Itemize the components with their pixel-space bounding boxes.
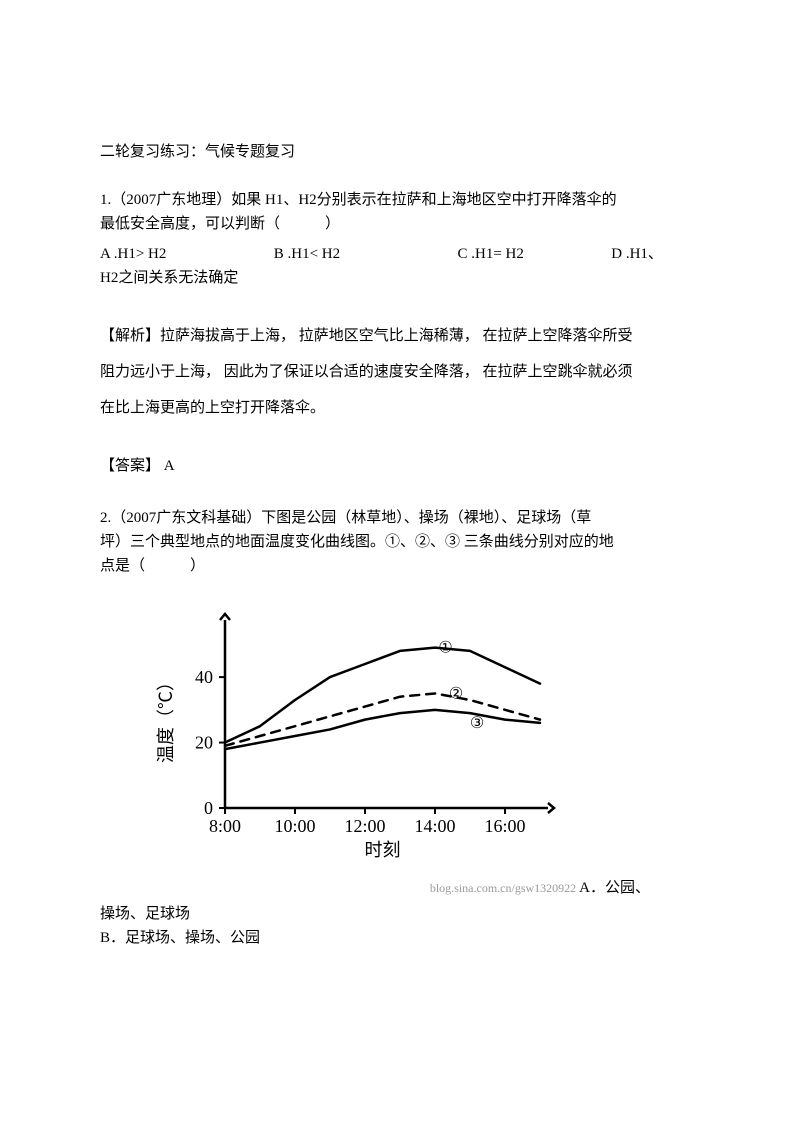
svg-text:16:00: 16:00	[484, 816, 525, 836]
q1-option-d-line2: H2之间关系无法确定	[100, 266, 700, 290]
explain-line2: 阻力远小于上海， 因此为了保证以合适的速度安全降落， 在拉萨上空跳伞就必须	[100, 354, 700, 390]
q2-option-b: B．足球场、操场、公园	[100, 926, 700, 950]
explain-line3: 在比上海更高的上空打开降落伞。	[100, 390, 700, 426]
q1-explanation: 【解析】拉萨海拔高于上海， 拉萨地区空气比上海稀薄， 在拉萨上空降落伞所受 阻力…	[100, 318, 700, 426]
svg-text:14:00: 14:00	[414, 816, 455, 836]
q1-stem-line1: 1.（2007广东地理）如果 H1、H2分别表示在拉萨和上海地区空中打开降落伞的	[100, 188, 700, 212]
title: 二轮复习练习：气候专题复习	[100, 140, 700, 164]
svg-text:③: ③	[470, 715, 484, 732]
watermark-text: blog.sina.com.cn/gsw1320922	[430, 881, 576, 895]
svg-text:10:00: 10:00	[274, 816, 315, 836]
svg-text:12:00: 12:00	[344, 816, 385, 836]
watermark-row: blog.sina.com.cn/gsw1320922 A．公园、	[100, 876, 700, 900]
q1-stem: 1.（2007广东地理）如果 H1、H2分别表示在拉萨和上海地区空中打开降落伞的…	[100, 188, 700, 236]
q1-options: A .H1> H2 B .H1< H2 C .H1= H2 D .H1、 H2之…	[100, 242, 700, 290]
svg-text:①: ①	[438, 640, 452, 657]
q1-option-d: D .H1、	[611, 242, 663, 266]
q2-option-a-tail: A．公园、	[579, 880, 650, 896]
svg-text:40: 40	[195, 667, 213, 687]
svg-text:时刻: 时刻	[365, 840, 401, 860]
svg-text:②: ②	[449, 685, 463, 702]
svg-text:20: 20	[195, 733, 213, 753]
q2-stem-line3: 点是（ ）	[100, 554, 700, 578]
q2-options: 操场、足球场 B．足球场、操场、公园	[100, 902, 700, 950]
svg-text:0: 0	[204, 798, 213, 818]
svg-text:温度（℃）: 温度（℃）	[156, 673, 176, 763]
temperature-chart: 0 20 40 8:00 10:00 12:00 14:00 16:00 温度（℃） 时刻 ① ②③	[140, 608, 560, 868]
q2-stem-line1: 2.（2007广东文科基础）下图是公园（林草地）、操场（裸地）、足球场（草	[100, 506, 700, 530]
q1-answer: 【答案】 A	[100, 454, 700, 478]
q1-option-c: C .H1= H2	[458, 242, 608, 266]
q1-option-a: A .H1> H2	[100, 242, 270, 266]
explain-line1: 【解析】拉萨海拔高于上海， 拉萨地区空气比上海稀薄， 在拉萨上空降落伞所受	[100, 318, 700, 354]
q2-stem: 2.（2007广东文科基础）下图是公园（林草地）、操场（裸地）、足球场（草 坪）…	[100, 506, 700, 578]
q2-option-a-line2: 操场、足球场	[100, 902, 700, 926]
q1-stem-line2: 最低安全高度，可以判断（ ）	[100, 212, 700, 236]
svg-text:8:00: 8:00	[209, 816, 241, 836]
q2-stem-line2: 坪）三个典型地点的地面温度变化曲线图。①、②、③ 三条曲线分别对应的地	[100, 530, 700, 554]
q1-option-b: B .H1< H2	[274, 242, 454, 266]
